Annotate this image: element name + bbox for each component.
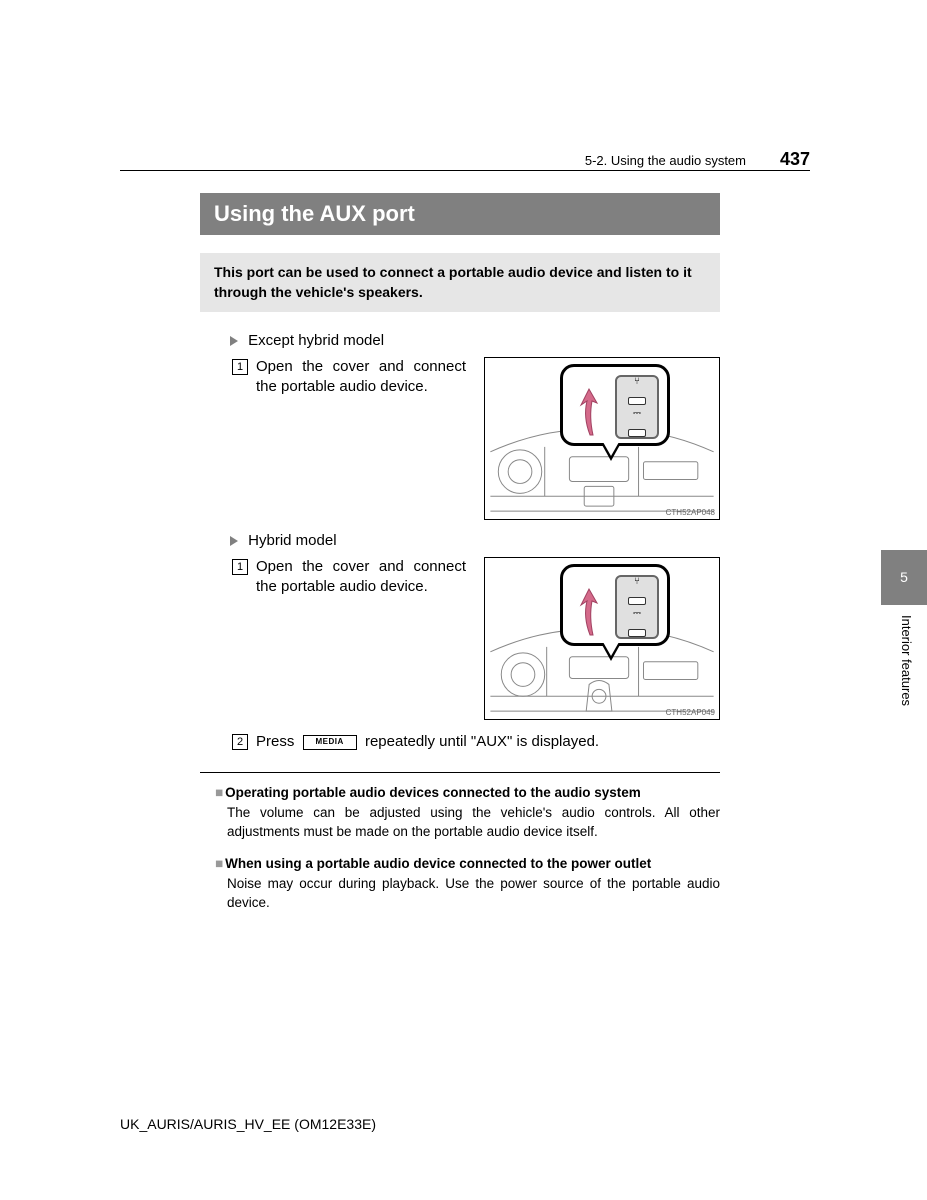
press-prefix: Press [256,733,294,750]
step-text: Press MEDIA repeatedly until "AUX" is di… [256,732,599,752]
breadcrumb: 5-2. Using the audio system [581,153,750,168]
note-block: ■When using a portable audio device conn… [215,856,720,913]
step-text: Open the cover and connect the portable … [256,557,466,598]
triangle-bullet-icon [230,536,238,546]
note-title: When using a portable audio device conne… [225,856,651,871]
port-icon: ⑂ ⎓ [615,575,659,639]
side-tab-number: 5 [881,550,927,605]
note-title: Operating portable audio devices connect… [225,785,641,800]
note-body: The volume can be adjusted using the veh… [227,804,720,842]
header-rule: 5-2. Using the audio system 437 [120,170,810,171]
press-suffix: repeatedly until "AUX" is displayed. [365,733,599,750]
subsection-heading: Except hybrid model [230,332,720,349]
triangle-bullet-icon [230,336,238,346]
step-number: 2 [232,734,248,750]
illustration: ⑂ ⎓ CTH52AP049 [484,557,720,720]
illustration: ⑂ ⎓ CTH52AP048 [484,357,720,520]
intro-box: This port can be used to connect a porta… [200,253,720,312]
callout-bubble: ⑂ ⎓ [560,364,670,446]
square-bullet-icon: ■ [215,785,223,800]
step-number: 1 [232,359,248,375]
media-button-icon: MEDIA [303,735,357,750]
callout-bubble: ⑂ ⎓ [560,564,670,646]
note-block: ■Operating portable audio devices connec… [215,785,720,842]
note-body: Noise may occur during playback. Use the… [227,875,720,913]
subsection-label: Except hybrid model [248,332,384,349]
footer-text: UK_AURIS/AURIS_HV_EE (OM12E33E) [120,1116,376,1132]
port-icon: ⑂ ⎓ [615,375,659,439]
subsection-heading: Hybrid model [230,532,720,549]
side-tab-label: Interior features [899,605,914,716]
page-title: Using the AUX port [200,193,720,235]
subsection-label: Hybrid model [248,532,336,549]
square-bullet-icon: ■ [215,856,223,871]
step-number: 1 [232,559,248,575]
illustration-code: CTH52AP049 [666,708,715,717]
page-number: 437 [772,149,810,170]
side-tab: 5 Interior features [881,550,927,716]
illustration-code: CTH52AP048 [666,508,715,517]
divider [200,772,720,773]
step-text: Open the cover and connect the portable … [256,357,466,398]
